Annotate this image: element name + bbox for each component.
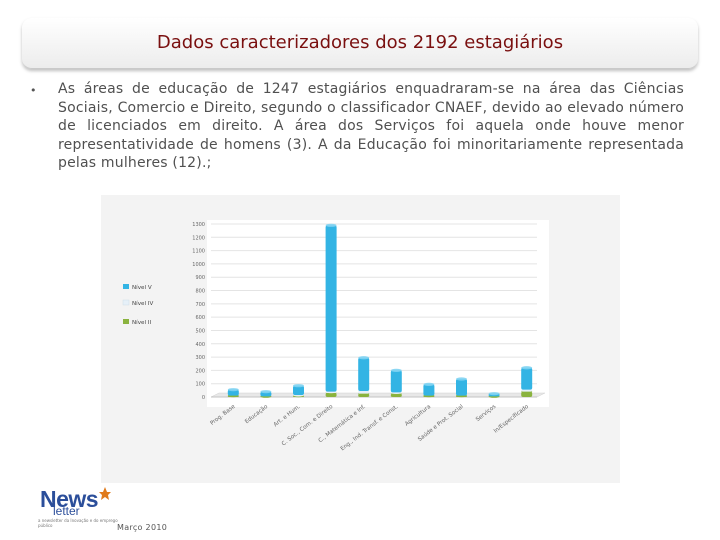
legend-label: Nível IV (132, 300, 153, 307)
bar-cap (358, 356, 370, 360)
x-category-label: Agricultura (404, 404, 432, 428)
legend-label: Nível II (132, 319, 151, 326)
y-tick-label: 600 (195, 315, 205, 321)
bar-cap (390, 368, 402, 372)
bar-cap (293, 384, 304, 388)
bar-cap (456, 377, 467, 381)
logo-letter-text: letter (53, 504, 80, 518)
title-bar: Dados caracterizadores dos 2192 estagiár… (22, 18, 698, 69)
legend-swatch (122, 299, 130, 306)
y-tick-label: 0 (202, 395, 205, 401)
y-tick-label: 300 (195, 355, 205, 361)
logo-tagline: a newsletter da Inovação e do emprego pú… (38, 518, 118, 528)
y-tick-label: 200 (195, 368, 205, 374)
bullet-marker: • (30, 84, 37, 97)
y-tick-label: 100 (195, 382, 205, 388)
bar-segment (521, 367, 533, 390)
x-category-label: Art. e Hum. (273, 404, 302, 429)
logo-news-text: News (40, 486, 99, 512)
logo-star-icon (99, 487, 111, 500)
bar-cap (423, 382, 435, 386)
bar-cap (260, 390, 272, 394)
y-tick-label: 800 (195, 289, 205, 295)
plot-background (207, 220, 549, 407)
y-tick-label: 1100 (192, 249, 205, 255)
y-tick-label: 1200 (192, 235, 205, 241)
bar-segment (325, 225, 337, 392)
y-tick-label: 1000 (192, 262, 205, 268)
x-category-label: In/Especificado (493, 403, 530, 434)
y-tick-label: 900 (195, 275, 205, 281)
y-tick-label: 1300 (192, 222, 205, 228)
y-tick-label: 400 (195, 342, 205, 348)
bar-segment (358, 357, 370, 392)
slide-date: Março 2010 (117, 523, 168, 532)
bar-cap (325, 223, 337, 227)
slide-title: Dados caracterizadores dos 2192 estagiár… (156, 32, 564, 53)
legend-swatch (123, 284, 129, 289)
bar-segment (293, 385, 304, 396)
y-tick-label: 700 (195, 302, 205, 308)
bar-cap (227, 388, 239, 392)
bar-segment (456, 379, 467, 396)
bar-chart: 0 100 200 300 400 500 600 700 800 900 1000 1100 1200… (101, 195, 620, 483)
bar-segment (390, 370, 402, 393)
y-tick-label: 500 (195, 328, 205, 334)
body-paragraph: As áreas de educação de 1247 estagiários… (58, 81, 684, 171)
newsletter-logo: News letter a newsletter da Inovação e d… (38, 486, 118, 536)
bar-cap (488, 392, 500, 396)
x-category-label: Eng., Ind. Transf. e Const. (340, 404, 400, 453)
bar-segment (227, 389, 239, 396)
chart-svg: 0 100 200 300 400 500 600 700 800 900 1000 1100 1200… (122, 220, 549, 453)
bar-cap (521, 366, 533, 370)
x-category-label: Prog. Base (210, 404, 237, 427)
legend-label: Nível V (132, 284, 152, 291)
bar-segment (423, 384, 435, 396)
legend-swatch (123, 319, 129, 324)
